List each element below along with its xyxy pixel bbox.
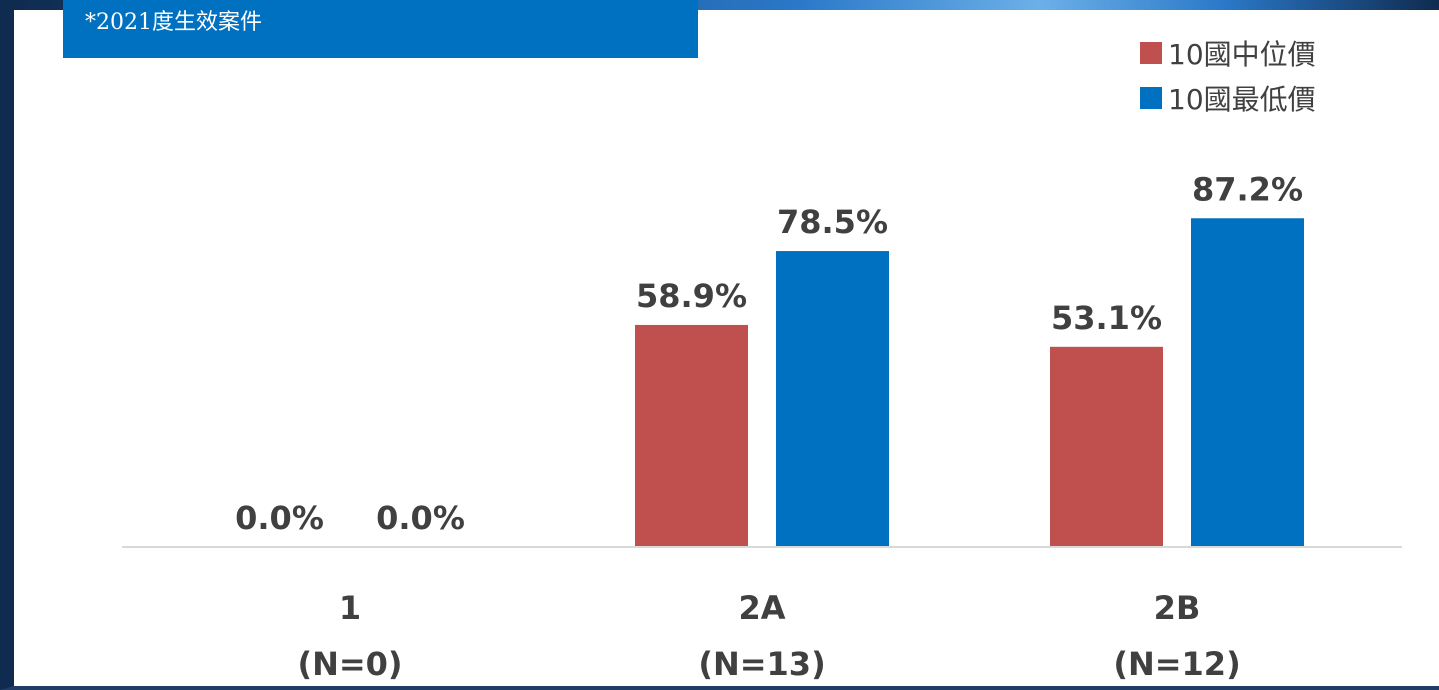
legend: 10國中位價 10國最低價 <box>1140 30 1316 120</box>
bar-lowest-2a <box>776 251 889 547</box>
legend-label-lowest: 10國最低價 <box>1168 82 1316 116</box>
data-label-median-2a: 58.9% <box>636 277 747 315</box>
category-sublabel-1: (N=0) <box>297 645 402 683</box>
legend-swatch-lowest <box>1140 86 1162 109</box>
data-label-lowest-2b: 87.2% <box>1192 170 1303 208</box>
legend-label-median: 10國中位價 <box>1168 37 1316 71</box>
category-sublabel-2a: (N=13) <box>698 645 825 683</box>
top-decorative-strip <box>14 0 1439 10</box>
legend-swatch-median <box>1140 41 1162 64</box>
data-label-median-2b: 53.1% <box>1051 299 1162 337</box>
bar-median-2a <box>635 324 748 547</box>
category-sublabel-2b: (N=12) <box>1113 645 1240 683</box>
bar-lowest-2b <box>1191 218 1304 548</box>
category-label-2a: 2A <box>738 589 785 627</box>
category-label-2b: 2B <box>1154 589 1201 627</box>
legend-item-median: 10國中位價 <box>1140 30 1316 75</box>
legend-item-lowest: 10國最低價 <box>1140 75 1316 120</box>
data-label-lowest-2a: 78.5% <box>777 203 888 241</box>
data-label-median-1: 0.0% <box>235 499 324 537</box>
bar-median-2b <box>1050 346 1163 547</box>
note-box: *2021度生效案件 <box>63 0 698 58</box>
data-label-lowest-1: 0.0% <box>376 499 465 537</box>
category-label-1: 1 <box>339 589 361 627</box>
